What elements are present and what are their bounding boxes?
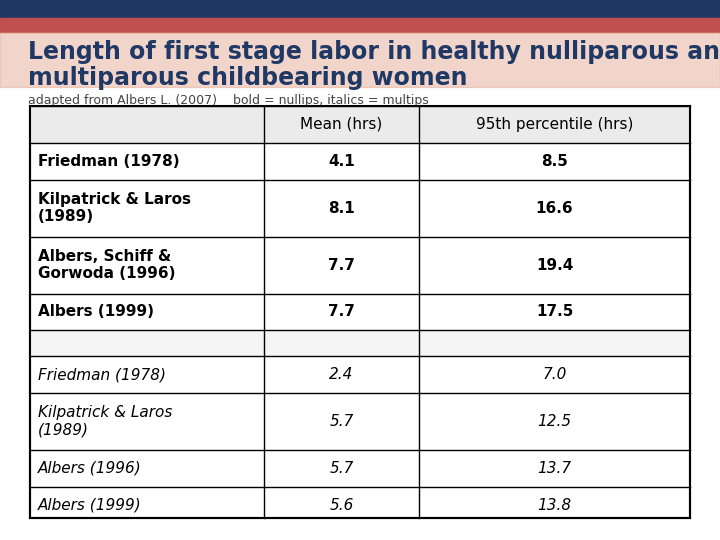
Bar <box>30 106 690 518</box>
Bar <box>30 330 690 356</box>
Text: 7.0: 7.0 <box>542 367 567 382</box>
Text: 16.6: 16.6 <box>536 200 573 215</box>
Text: 19.4: 19.4 <box>536 258 573 273</box>
Text: 13.8: 13.8 <box>537 498 572 512</box>
Text: 2.4: 2.4 <box>329 367 354 382</box>
Text: multiparous childbearing women: multiparous childbearing women <box>28 66 467 90</box>
Text: Albers (1996): Albers (1996) <box>38 461 142 476</box>
Text: 8.1: 8.1 <box>328 200 355 215</box>
Text: Albers (1999): Albers (1999) <box>38 498 142 512</box>
Text: 17.5: 17.5 <box>536 305 573 320</box>
Text: Albers, Schiff &
Gorwoda (1996): Albers, Schiff & Gorwoda (1996) <box>38 249 176 281</box>
Text: 5.7: 5.7 <box>329 414 354 429</box>
Bar <box>0 0 720 18</box>
Text: 95th percentile (hrs): 95th percentile (hrs) <box>476 117 633 132</box>
Text: Friedman (1978): Friedman (1978) <box>38 367 166 382</box>
Text: 8.5: 8.5 <box>541 154 568 168</box>
Text: 13.7: 13.7 <box>537 461 572 476</box>
Bar <box>30 106 690 143</box>
Text: 7.7: 7.7 <box>328 258 355 273</box>
Text: 5.7: 5.7 <box>329 461 354 476</box>
Text: Mean (hrs): Mean (hrs) <box>300 117 382 132</box>
Text: Length of first stage labor in healthy nulliparous and: Length of first stage labor in healthy n… <box>28 40 720 64</box>
Text: 5.6: 5.6 <box>329 498 354 512</box>
Text: Kilpatrick & Laros
(1989): Kilpatrick & Laros (1989) <box>38 192 191 224</box>
Text: Friedman (1978): Friedman (1978) <box>38 154 179 168</box>
Text: 7.7: 7.7 <box>328 305 355 320</box>
Text: Albers (1999): Albers (1999) <box>38 305 154 320</box>
Text: 4.1: 4.1 <box>328 154 355 168</box>
Bar <box>0 18 720 32</box>
Text: Kilpatrick & Laros
(1989): Kilpatrick & Laros (1989) <box>38 405 172 437</box>
Text: adapted from Albers L. (2007)    bold = nullips, italics = multips: adapted from Albers L. (2007) bold = nul… <box>28 94 428 107</box>
Bar <box>0 32 720 87</box>
Text: 12.5: 12.5 <box>537 414 572 429</box>
